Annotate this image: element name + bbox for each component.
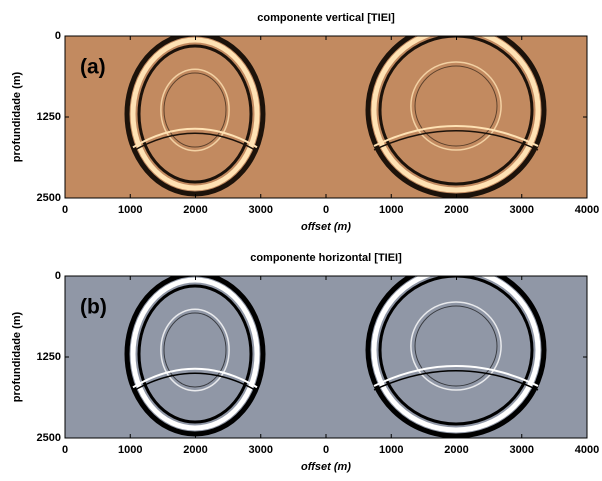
x-tick-label: 0 [323,444,329,456]
x-tick-label: 2000 [183,444,207,456]
x-tick-label: 3000 [249,444,273,456]
x-tick-label: 2000 [444,204,468,216]
y-tick-label: 1250 [37,111,61,123]
x-tick-label: 1000 [379,444,403,456]
x-tick-label: 3000 [249,204,273,216]
x-tick-label: 2000 [444,444,468,456]
x-tick-label: 4000 [575,204,599,216]
y-tick-label: 0 [55,30,61,42]
x-tick-label: 0 [323,204,329,216]
x-tick-label: 3000 [510,444,534,456]
x-axis-label: offset (m) [301,221,351,233]
panel-label: (a) [80,56,106,79]
x-tick-label: 3000 [510,204,534,216]
y-tick-label: 2500 [37,432,61,444]
x-tick-label: 2000 [183,204,207,216]
y-tick-label: 2500 [37,192,61,204]
y-axis-label: profundidade (m) [11,71,23,162]
panel-label: (b) [80,296,107,319]
x-tick-label: 1000 [118,204,142,216]
chart-title: componente horizontal [TIEI] [250,252,402,264]
x-tick-label: 4000 [575,444,599,456]
chart-title: componente vertical [TIEI] [257,12,395,24]
y-tick-label: 1250 [37,351,61,363]
figure: componente vertical [TIEI] 0 1000 2000 3000 0… [0,0,602,476]
x-axis-label: offset (m) [301,461,351,473]
x-tick-label: 0 [62,444,68,456]
y-axis-label: profundidade (m) [11,311,23,402]
x-tick-label: 0 [62,204,68,216]
x-tick-label: 1000 [379,204,403,216]
x-tick-label: 1000 [118,444,142,456]
y-tick-label: 0 [55,270,61,282]
